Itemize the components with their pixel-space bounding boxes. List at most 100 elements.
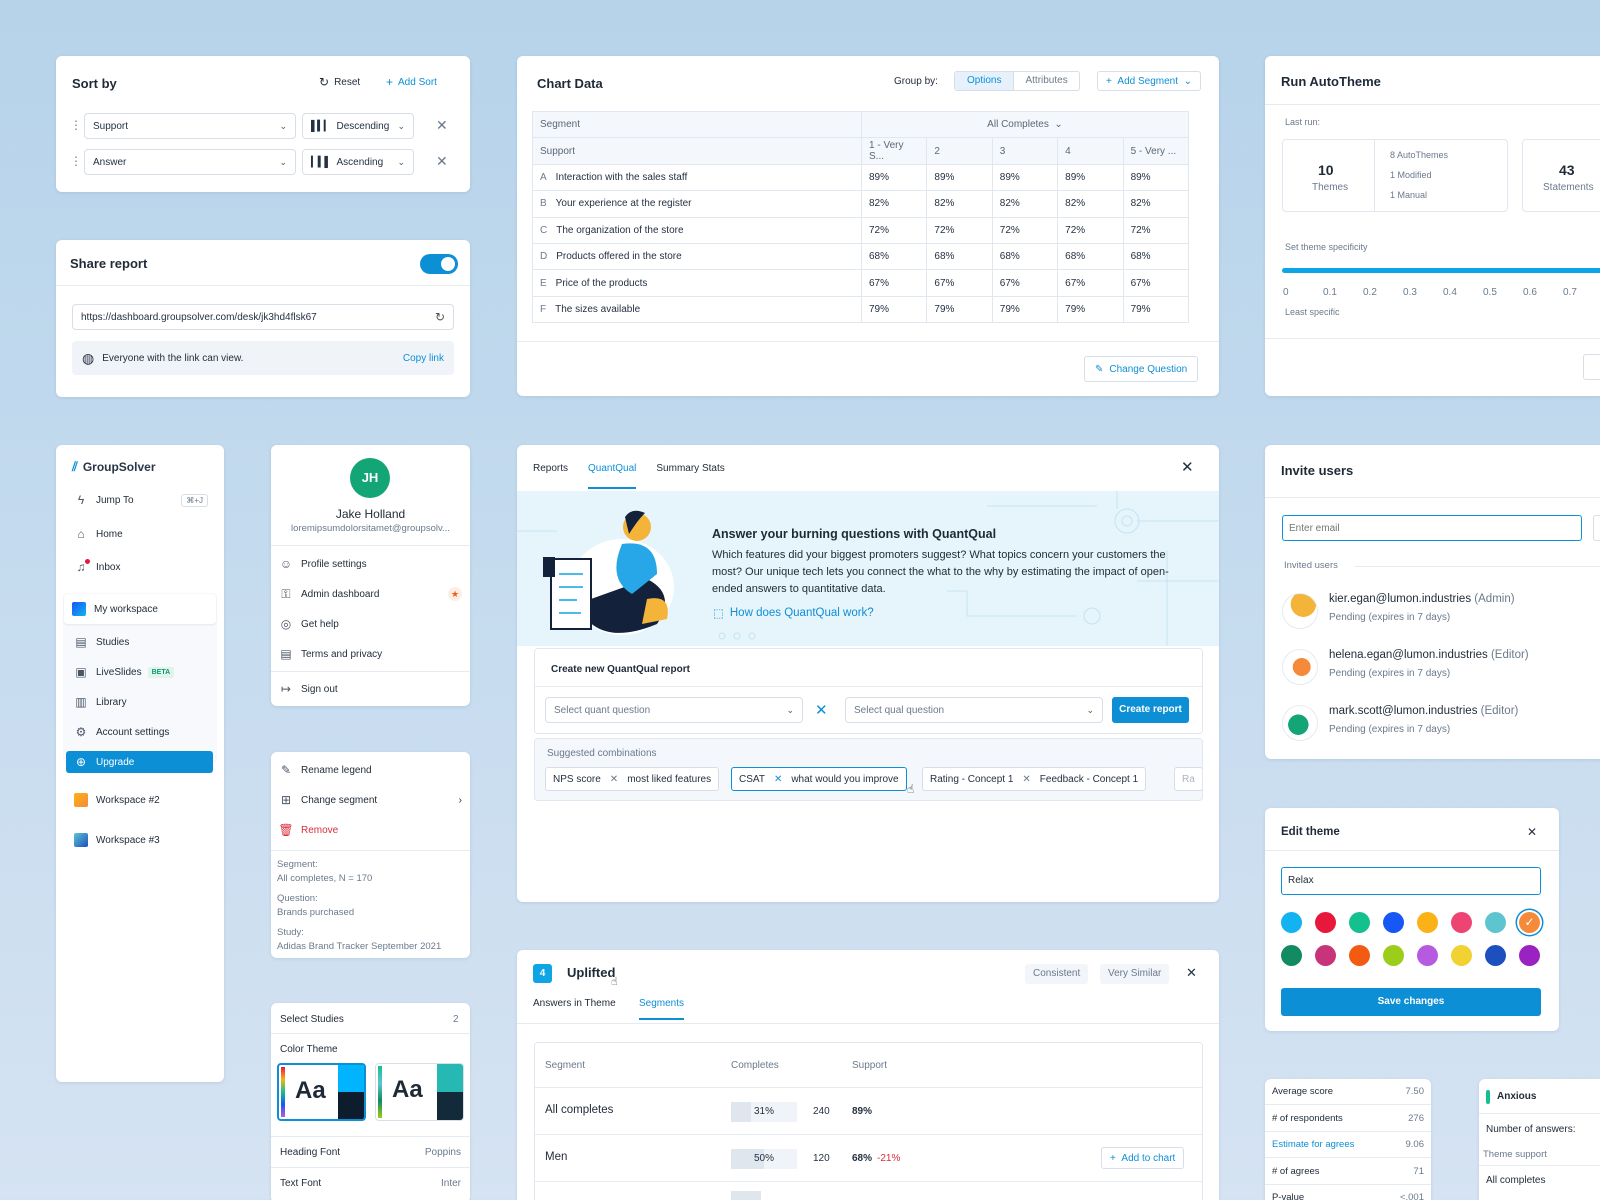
tab-answers[interactable]: Answers in Theme (533, 998, 616, 1009)
col-completes: Completes (731, 1060, 779, 1071)
create-report-button[interactable]: Create report (1112, 697, 1189, 723)
tab-segments[interactable]: Segments (639, 998, 685, 1020)
clear-icon[interactable]: ✕ (815, 702, 828, 719)
run-button[interactable] (1583, 354, 1600, 380)
change-question-button[interactable]: ✎ Change Question (1084, 356, 1199, 382)
quant-question-select[interactable]: Select quant question ⌄ (545, 697, 803, 723)
workspace-2-item[interactable]: Workspace #2 (66, 785, 216, 815)
user-icon: ☺ (279, 557, 293, 571)
change-segment-item[interactable]: ⊞ Change segment › (280, 793, 462, 807)
sort-field-select[interactable]: Answer ⌄ (84, 149, 296, 175)
text-font-value[interactable]: Inter (440, 1178, 461, 1189)
close-icon[interactable]: ✕ (1527, 825, 1538, 839)
color-swatch[interactable] (1383, 912, 1404, 933)
combo-chip[interactable]: NPS score ✕ most liked features (545, 767, 720, 791)
anxious-card: Anxious Number of answers: Theme support… (1479, 1079, 1600, 1200)
combo-chip[interactable]: Rating - Concept 1 ✕ Feedback - Concept 1 (922, 767, 1147, 791)
tab-reports[interactable]: Reports (533, 462, 569, 474)
attributes-tab[interactable]: Attributes (1013, 72, 1078, 90)
column-header: 3 (991, 137, 1059, 165)
color-swatch[interactable] (1281, 912, 1302, 933)
color-swatch[interactable] (1485, 945, 1506, 966)
color-swatch[interactable] (1383, 945, 1404, 966)
table-row: Men 50% 120 68% -21% + Add to chart (535, 1135, 1202, 1181)
stat-row: Estimate for agrees 9.06 (1265, 1132, 1431, 1158)
tab-quantqual[interactable]: QuantQual (588, 448, 637, 489)
remove-item[interactable]: 🗑 Remove (278, 823, 339, 837)
heading-font-value[interactable]: Poppins (424, 1147, 461, 1158)
home-item[interactable]: ⌂ Home (66, 519, 216, 549)
combo-chip[interactable]: Ra (1174, 767, 1202, 791)
combo-chip-selected[interactable]: CSAT ✕ what would you improve (731, 767, 907, 791)
theme-title[interactable]: Uplifted (567, 965, 616, 980)
all-completes-header[interactable]: All Completes ⌄ (861, 110, 1189, 139)
my-workspace-item[interactable]: My workspace (64, 594, 216, 624)
specificity-slider[interactable] (1282, 268, 1600, 273)
copy-link-button[interactable]: Copy link (402, 352, 444, 364)
share-url-field[interactable]: https://dashboard.groupsolver.com/desk/j… (72, 304, 454, 330)
terms-item[interactable]: ▤ Terms and privacy (280, 647, 383, 661)
column-header: 4 (1057, 137, 1124, 165)
invite-button[interactable] (1593, 515, 1600, 541)
workspace-2-logo-icon (74, 793, 88, 807)
color-swatch[interactable] (1315, 945, 1336, 966)
qual-question-select[interactable]: Select qual question ⌄ (845, 697, 1103, 723)
stat-label: Average score (1272, 1086, 1334, 1097)
color-swatch[interactable] (1349, 945, 1370, 966)
cube-icon: ⬚ (713, 608, 724, 620)
avatar[interactable]: JH (350, 458, 390, 498)
studies-item[interactable]: ▤ Studies (75, 635, 130, 649)
color-swatch[interactable] (1485, 912, 1506, 933)
clipboard-icon: ▤ (75, 635, 87, 649)
library-item[interactable]: ▥ Library (75, 695, 127, 709)
email-input[interactable] (1282, 515, 1582, 541)
quantqual-card: Reports QuantQual Summary Stats ✕ Answer… (517, 445, 1219, 902)
reset-button[interactable]: ↻ Reset (319, 75, 361, 89)
admin-dashboard-item[interactable]: ⚿ Admin dashboard ★ (271, 579, 470, 609)
rename-legend-item[interactable]: ✎ Rename legend (280, 763, 372, 777)
tab-summary-stats[interactable]: Summary Stats (656, 462, 725, 474)
theme-name-input[interactable]: Relax (1281, 867, 1541, 895)
color-swatch[interactable] (1451, 912, 1472, 933)
jump-to-item[interactable]: ϟ Jump To ⌘+J (66, 485, 216, 515)
remove-sort-icon[interactable]: ✕ (436, 153, 448, 169)
add-sort-button[interactable]: + Add Sort (386, 75, 437, 89)
document-icon: ▤ (280, 647, 292, 661)
add-segment-button[interactable]: + Add Segment ⌄ (1097, 71, 1201, 91)
help-item[interactable]: ◎ Get help (280, 617, 339, 631)
sort-field-select[interactable]: Support ⌄ (84, 113, 296, 139)
color-swatch[interactable] (1417, 945, 1438, 966)
sort-order-select[interactable]: ▌▍▎ Descending ⌄ (302, 113, 414, 139)
color-swatch[interactable] (1451, 945, 1472, 966)
logo-icon: ⫽ (72, 459, 78, 474)
theme-option-selected[interactable]: Aa (277, 1063, 366, 1121)
close-icon[interactable]: ✕ (1181, 459, 1194, 476)
liveslides-item[interactable]: ▣ LiveSlides BETA (66, 657, 216, 687)
theme-option[interactable]: Aa (375, 1063, 464, 1121)
shortcut-badge: ⌘+J (181, 493, 208, 507)
workspace-3-item[interactable]: Workspace #3 (66, 825, 216, 855)
group-by-toggle: Options Attributes (954, 71, 1080, 91)
color-swatch[interactable] (1417, 912, 1438, 933)
upgrade-button[interactable]: ⊕ Upgrade (66, 751, 213, 773)
refresh-icon[interactable]: ↻ (434, 310, 445, 324)
color-swatch[interactable] (1281, 945, 1302, 966)
pencil-icon: ✎ (280, 763, 292, 777)
add-to-chart-button[interactable]: + Add to chart (1101, 1147, 1185, 1169)
save-changes-button[interactable]: Save changes (1281, 988, 1541, 1016)
profile-settings-item[interactable]: ☺ Profile settings (279, 557, 367, 571)
color-swatch[interactable] (1349, 912, 1370, 933)
sort-order-select[interactable]: ▎▍▌ Ascending ⌄ (302, 149, 414, 175)
color-swatch[interactable] (1519, 945, 1540, 966)
inbox-item[interactable]: ♫ Inbox (66, 552, 216, 582)
sign-out-item[interactable]: ↦ Sign out (280, 682, 338, 696)
account-settings-item[interactable]: ⚙ Account settings (75, 725, 170, 739)
how-it-works-link[interactable]: ⬚ How does QuantQual work? (713, 607, 874, 620)
options-tab[interactable]: Options (955, 72, 1014, 90)
remove-sort-icon[interactable]: ✕ (436, 117, 448, 133)
share-toggle[interactable] (420, 254, 458, 274)
suggested-panel: Suggested combinations NPS score ✕ most li… (534, 738, 1203, 801)
color-swatch[interactable] (1315, 912, 1336, 933)
close-icon[interactable]: ✕ (1186, 965, 1197, 980)
color-swatch-selected[interactable]: ✓ (1519, 912, 1540, 933)
